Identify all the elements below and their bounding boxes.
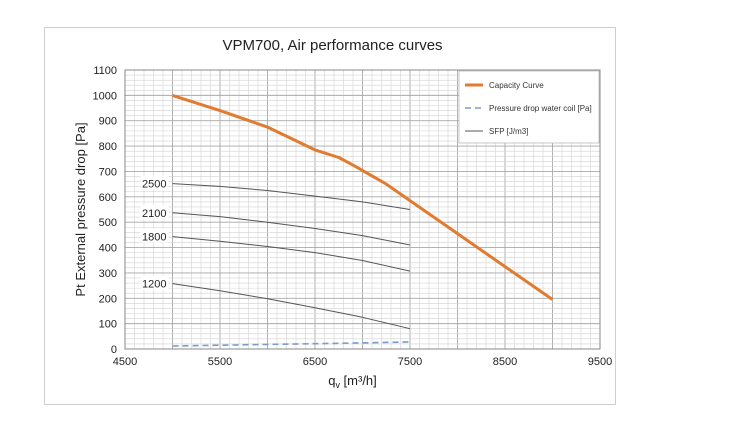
- x-tick-label: 4500: [113, 356, 137, 368]
- y-tick-label: 800: [99, 141, 117, 153]
- sfp-label: 1200: [142, 279, 166, 291]
- sfp-label: 2500: [142, 179, 166, 191]
- sfp-label-bg: [140, 228, 169, 243]
- legend-label: Pressure drop water coil [Pa]: [489, 104, 592, 113]
- legend-label: SFP [J/m3]: [489, 127, 528, 136]
- sfp-label-bg: [140, 275, 169, 290]
- sfp-curve-line: [172, 283, 411, 330]
- y-tick-label: 100: [99, 319, 117, 331]
- plot-border: [124, 69, 601, 350]
- sfp-label-bg: [140, 175, 169, 190]
- legend: Capacity Curve Pressure drop water coil […: [458, 70, 600, 144]
- y-tick-label: 400: [99, 243, 117, 255]
- y-tick-label: 200: [99, 293, 117, 305]
- y-tick-label: 900: [99, 116, 117, 128]
- y-tick-label: 300: [99, 268, 117, 280]
- legend-label: Capacity Curve: [489, 81, 544, 90]
- chart-svg: 4500 5500 6500 7500 8500 9500 0 100 200 300 400 500…: [73, 37, 612, 390]
- y-tick-label: 1000: [93, 90, 117, 102]
- chart-title: VPM700, Air performance curves: [222, 37, 442, 54]
- y-tick-label: 700: [99, 166, 117, 178]
- chart-frame: 4500 5500 6500 7500 8500 9500 0 100 200 300 400 500…: [44, 27, 616, 405]
- sfp-label: 2100: [142, 208, 166, 220]
- y-tick-label: 1100: [93, 65, 117, 77]
- x-tick-label: 5500: [208, 356, 232, 368]
- y-axis-title: Pt External pressure drop [Pa]: [73, 122, 88, 296]
- sfp-label: 1800: [142, 232, 166, 244]
- series-line-capacity-curve: [172, 93, 554, 301]
- x-axis-title: qv [m³/h]: [328, 373, 377, 390]
- x-tick-label: 8500: [493, 356, 517, 368]
- x-tick-label: 7500: [398, 356, 422, 368]
- sfp-curve-line: [172, 236, 411, 272]
- x-tick-label: 9500: [588, 356, 612, 368]
- y-tick-label: 500: [99, 217, 117, 229]
- sfp-curve-line: [172, 212, 411, 246]
- series-line-sfp-j-m3: [172, 183, 411, 210]
- x-tick-label: 6500: [303, 356, 327, 368]
- y-tick-label: 0: [111, 344, 117, 356]
- y-tick-label: 600: [99, 192, 117, 204]
- sfp-label-bg: [140, 204, 169, 219]
